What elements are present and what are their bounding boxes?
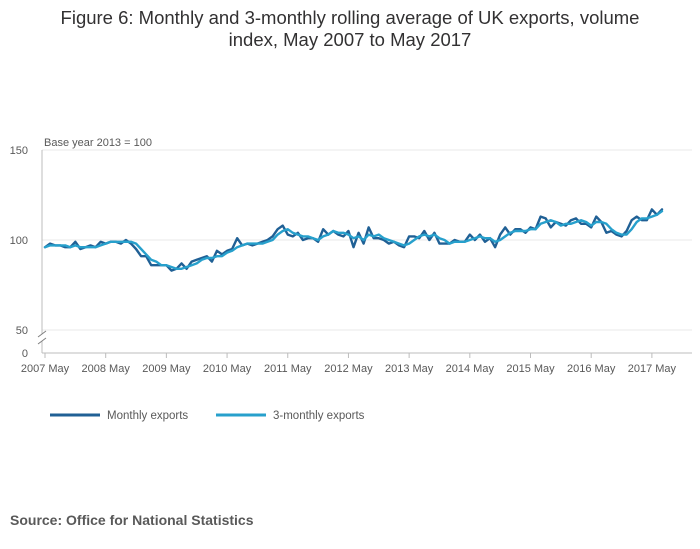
y-tick-label-50: 50 — [16, 325, 28, 337]
gridlines — [42, 149, 692, 354]
x-tick-label-7: 2014 May — [446, 363, 495, 375]
base-year-annotation: Base year 2013 = 100 — [44, 137, 152, 149]
y-tick-label-100: 100 — [10, 235, 28, 247]
x-tick-label-9: 2016 May — [567, 363, 616, 375]
chart-title-line-1: Figure 6: Monthly and 3-monthly rolling … — [60, 7, 640, 28]
axis-break-mark — [37, 330, 47, 345]
legend: Monthly exports 3-monthly exports — [50, 410, 365, 422]
x-tick-label-0: 2007 May — [21, 363, 70, 375]
y-tick-label-150: 150 — [10, 145, 28, 157]
x-tick-label-2: 2009 May — [142, 363, 191, 375]
x-tick-label-6: 2013 May — [385, 363, 434, 375]
y-tick-label-0: 0 — [22, 348, 28, 360]
x-tick-label-1: 2008 May — [82, 363, 131, 375]
x-tick-label-8: 2015 May — [506, 363, 555, 375]
x-tick-label-3: 2010 May — [203, 363, 252, 375]
chart-title-line-2: index, May 2007 to May 2017 — [228, 29, 472, 50]
legend-label-0: Monthly exports — [107, 410, 188, 422]
x-tick-label-4: 2011 May — [264, 363, 312, 375]
chart-title: Figure 6: Monthly and 3-monthly rolling … — [20, 7, 680, 51]
x-axis: 2007 May 2008 May 2009 May 2010 May 2011 May… — [21, 353, 677, 375]
three-monthly-exports-line — [43, 209, 664, 270]
legend-label-1: 3-monthly exports — [273, 410, 365, 422]
source-note: Source: Office for National Statistics — [10, 512, 254, 528]
x-tick-label-5: 2012 May — [324, 363, 373, 375]
x-tick-label-10: 2017 May — [628, 363, 677, 375]
series-lines — [43, 208, 664, 272]
y-axis: 0 50 100 150 — [10, 145, 47, 360]
